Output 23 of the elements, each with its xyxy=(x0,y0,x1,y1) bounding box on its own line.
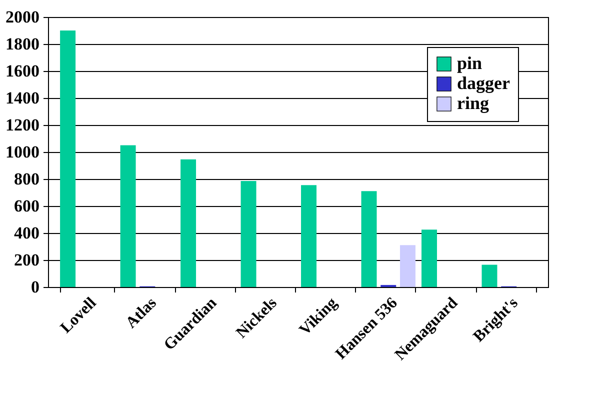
y-tick-label: 1000 xyxy=(6,142,40,162)
legend-label: dagger xyxy=(457,73,510,93)
y-tick-label: 2000 xyxy=(6,8,40,26)
bar xyxy=(60,30,76,287)
y-tick-label: 1800 xyxy=(6,34,40,54)
bar xyxy=(400,245,416,287)
legend-label: ring xyxy=(457,93,490,113)
y-tick-label: 200 xyxy=(14,250,40,270)
y-tick-label: 600 xyxy=(14,196,40,216)
y-tick-label: 1600 xyxy=(6,62,40,80)
legend-label: pin xyxy=(457,53,482,73)
bar xyxy=(301,185,317,287)
y-tick-label: 1200 xyxy=(6,116,40,134)
y-tick-label: 1400 xyxy=(6,88,40,108)
y-tick-label: 800 xyxy=(14,170,40,188)
bar xyxy=(482,264,498,287)
bar xyxy=(120,145,136,287)
y-tick-label: 400 xyxy=(14,224,40,242)
bar xyxy=(421,230,437,287)
bar xyxy=(180,159,196,287)
bar xyxy=(240,181,256,287)
y-tick-label: 0 xyxy=(31,278,40,296)
bar xyxy=(361,191,377,287)
